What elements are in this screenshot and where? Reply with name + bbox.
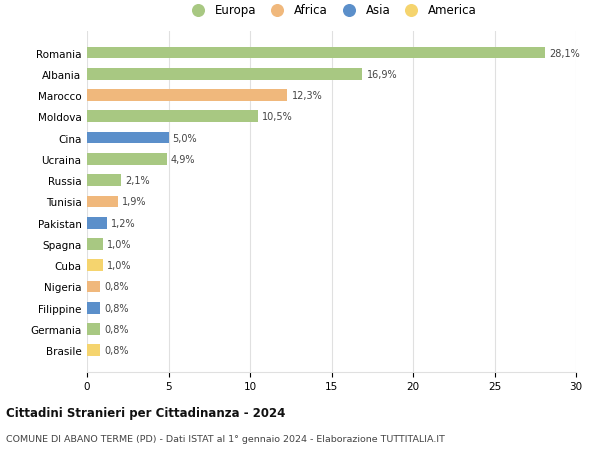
Bar — [87, 302, 100, 314]
Bar — [87, 324, 100, 335]
Text: 10,5%: 10,5% — [262, 112, 293, 122]
Bar — [87, 69, 362, 80]
Text: Cittadini Stranieri per Cittadinanza - 2024: Cittadini Stranieri per Cittadinanza - 2… — [6, 406, 286, 419]
Bar — [87, 175, 121, 186]
Text: 1,2%: 1,2% — [110, 218, 135, 228]
Text: COMUNE DI ABANO TERME (PD) - Dati ISTAT al 1° gennaio 2024 - Elaborazione TUTTIT: COMUNE DI ABANO TERME (PD) - Dati ISTAT … — [6, 434, 445, 443]
Bar — [87, 281, 100, 293]
Text: 0,8%: 0,8% — [104, 303, 128, 313]
Bar — [87, 90, 287, 102]
Bar — [87, 133, 169, 144]
Text: 12,3%: 12,3% — [292, 91, 322, 101]
Text: 2,1%: 2,1% — [125, 176, 150, 186]
Bar — [87, 345, 100, 356]
Text: 1,0%: 1,0% — [107, 240, 132, 249]
Bar — [87, 239, 103, 250]
Text: 0,8%: 0,8% — [104, 325, 128, 334]
Text: 4,9%: 4,9% — [171, 155, 196, 164]
Text: 5,0%: 5,0% — [173, 133, 197, 143]
Bar — [87, 260, 103, 271]
Bar — [87, 196, 118, 208]
Legend: Europa, Africa, Asia, America: Europa, Africa, Asia, America — [184, 2, 479, 19]
Text: 0,8%: 0,8% — [104, 282, 128, 292]
Bar — [87, 154, 167, 165]
Bar — [87, 111, 258, 123]
Text: 1,9%: 1,9% — [122, 197, 146, 207]
Text: 1,0%: 1,0% — [107, 261, 132, 271]
Text: 16,9%: 16,9% — [367, 70, 397, 79]
Text: 0,8%: 0,8% — [104, 346, 128, 356]
Bar — [87, 48, 545, 59]
Bar — [87, 218, 107, 229]
Text: 28,1%: 28,1% — [549, 48, 580, 58]
